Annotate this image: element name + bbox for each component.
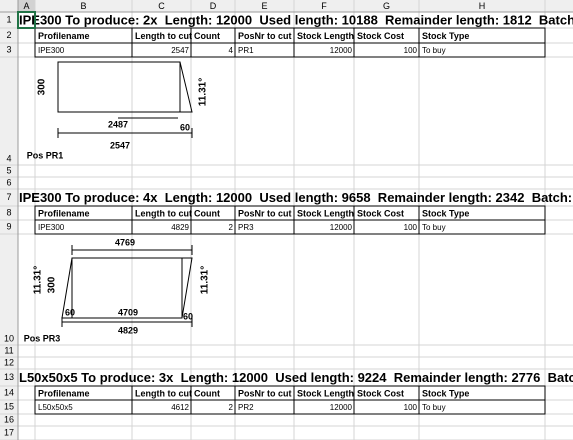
row-number: 10: [4, 333, 14, 343]
table-header: Stock Type: [422, 388, 469, 398]
table-value: 2: [229, 403, 234, 412]
table-header: Length to cut: [135, 31, 192, 41]
column-letter: F: [321, 1, 327, 11]
table-value: PR1: [238, 46, 254, 55]
dimension-label: 11.31°: [198, 78, 209, 106]
column-letter: A: [23, 1, 29, 11]
table-header: Stock Type: [422, 208, 469, 218]
column-letter: H: [479, 1, 486, 11]
row-number: 7: [6, 192, 11, 202]
row-number: 15: [4, 401, 14, 411]
table-value: 4: [229, 46, 234, 55]
dimension-label: 60: [183, 311, 193, 321]
table-header: PosNr to cut: [238, 31, 292, 41]
column-letter: E: [261, 1, 267, 11]
table-header: Stock Cost: [357, 388, 404, 398]
selected-column: [18, 0, 35, 12]
table-header: Profilename: [38, 388, 90, 398]
section-title: L50x50x5 To produce: 3x Length: 12000 Us…: [19, 370, 573, 385]
dimension-label: 2547: [110, 140, 130, 150]
column-letter: G: [383, 1, 390, 11]
table-value: PR2: [238, 403, 254, 412]
row-number: 12: [4, 357, 14, 367]
table-header: Stock Type: [422, 31, 469, 41]
table-value: To buy: [422, 403, 446, 412]
table-header: Stock Length: [297, 388, 354, 398]
table-header: Count: [194, 31, 220, 41]
table-cell: [418, 42, 546, 58]
dimension-label: 300: [37, 78, 48, 95]
table-header: Stock Cost: [357, 208, 404, 218]
active-cell: [17, 11, 36, 29]
table-value: IPE300: [38, 223, 65, 232]
row-number: 4: [6, 153, 11, 163]
table-header: Count: [194, 388, 220, 398]
row-number: 8: [6, 207, 11, 217]
table-header: Profilename: [38, 31, 90, 41]
table-value: To buy: [422, 223, 446, 232]
row-number: 1: [6, 14, 11, 24]
profile-outline: [57, 61, 193, 113]
row-number: 5: [6, 165, 11, 175]
row-number: 13: [4, 372, 14, 382]
column-letter: B: [80, 1, 86, 11]
row-number: 11: [4, 345, 13, 355]
table-value: 12000: [330, 403, 353, 412]
dimension-label: 60: [65, 307, 75, 317]
table-cell: [418, 219, 546, 235]
section-title: IPE300 To produce: 2x Length: 12000 Used…: [19, 12, 573, 27]
table-value: L50x50x5: [38, 403, 73, 412]
table-header: PosNr to cut: [238, 388, 292, 398]
row-number: 2: [6, 30, 11, 40]
row-number: 16: [4, 414, 14, 424]
column-letter: C: [158, 1, 165, 11]
table-header: Length to cut: [135, 208, 192, 218]
table-header: Profilename: [38, 208, 90, 218]
table-value: 100: [404, 46, 418, 55]
row-header-bar: [0, 12, 18, 440]
row-number: 6: [6, 177, 11, 187]
dimension-label: Pos PR3: [24, 333, 61, 343]
dimension-label: 11.31°: [33, 266, 44, 294]
table-value: IPE300: [38, 46, 65, 55]
row-number: 17: [4, 427, 14, 437]
table-header: Stock Cost: [357, 31, 404, 41]
table-header: Stock Length: [297, 31, 354, 41]
table-value: PR3: [238, 223, 254, 232]
row-number: 9: [6, 221, 11, 231]
dimension-label: 2487: [108, 119, 128, 129]
table-value: 12000: [330, 46, 353, 55]
dimension-label: 11.31°: [200, 266, 211, 294]
dimension-label: 300: [47, 276, 58, 293]
table-value: 2: [229, 223, 234, 232]
dimension-label: Pos PR1: [27, 150, 64, 160]
table-value: 4829: [171, 223, 189, 232]
dimension-label: 4769: [115, 237, 135, 247]
dimension-label: 60: [180, 122, 190, 132]
row-number: 14: [4, 387, 14, 397]
table-value: 100: [404, 223, 418, 232]
table-header: PosNr to cut: [238, 208, 292, 218]
table-value: To buy: [422, 46, 446, 55]
column-header-bar: [0, 0, 573, 12]
dimension-label: 4829: [118, 325, 138, 335]
table-header: Count: [194, 208, 220, 218]
dimension-label: 4709: [118, 307, 138, 317]
table-cell: [418, 399, 546, 415]
table-value: 12000: [330, 223, 353, 232]
section-title: IPE300 To produce: 4x Length: 12000 Used…: [19, 190, 573, 205]
table-value: 4612: [171, 403, 189, 412]
row-number: 3: [6, 44, 11, 54]
table-value: 2547: [171, 46, 189, 55]
table-header: Length to cut: [135, 388, 192, 398]
table-header: Stock Length: [297, 208, 354, 218]
column-letter: D: [210, 1, 217, 11]
table-value: 100: [404, 403, 418, 412]
